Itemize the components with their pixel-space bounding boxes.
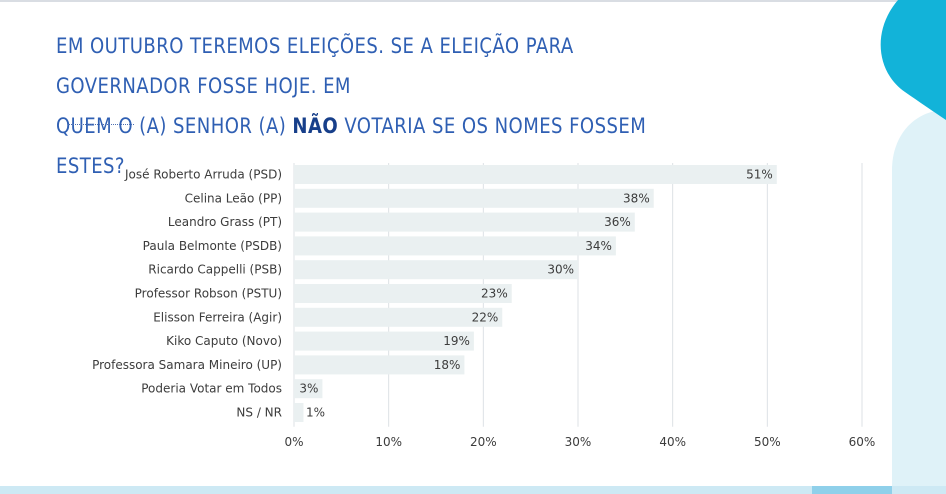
- bar: [294, 212, 635, 232]
- data-label: 22%: [472, 310, 499, 324]
- title-emphasis: NÃO: [292, 114, 339, 138]
- light-blue-shape: [892, 110, 946, 494]
- bar: [294, 307, 503, 327]
- category-label: Leandro Grass (PT): [168, 215, 282, 229]
- data-label: 1%: [306, 406, 325, 420]
- data-label: 30%: [547, 263, 574, 277]
- category-label: Elisson Ferreira (Agir): [153, 310, 282, 324]
- bottom-accent: [812, 486, 892, 494]
- category-label: NS / NR: [236, 406, 282, 420]
- x-tick-label: 0%: [284, 435, 303, 449]
- category-label: Kiko Caputo (Novo): [166, 334, 282, 348]
- category-label: José Roberto Arruda (PSD): [124, 168, 282, 182]
- x-tick-label: 50%: [754, 435, 781, 449]
- bar: [294, 403, 304, 422]
- data-label: 34%: [585, 239, 612, 253]
- top-border: [0, 0, 946, 2]
- category-label: Poderia Votar em Todos: [141, 382, 282, 396]
- x-tick-label: 60%: [849, 435, 876, 449]
- cyan-wave-shape: [880, 0, 946, 120]
- data-label: 38%: [623, 191, 650, 205]
- category-label: Professora Samara Mineiro (UP): [92, 358, 282, 372]
- category-label: Ricardo Cappelli (PSB): [148, 263, 282, 277]
- data-label: 3%: [299, 382, 318, 396]
- bar: [294, 379, 323, 399]
- x-tick-label: 40%: [659, 435, 686, 449]
- x-tick-label: 30%: [565, 435, 592, 449]
- bottom-border: [0, 486, 946, 494]
- category-label: Professor Robson (PSTU): [135, 287, 282, 301]
- bar: [294, 260, 578, 280]
- bar: [294, 188, 654, 208]
- x-tick-label: 20%: [470, 435, 497, 449]
- chart-title: EM OUTUBRO TEREMOS ELEIÇÕES. SE A ELEIÇÃ…: [56, 26, 710, 186]
- data-label: 51%: [746, 168, 773, 182]
- bar: [294, 284, 512, 303]
- title-line-2-start: QUEM O (A) SENHOR (A): [56, 114, 293, 138]
- title-underline: [68, 124, 134, 125]
- data-label: 19%: [443, 334, 470, 348]
- bar: [294, 355, 465, 375]
- data-label: 18%: [434, 358, 461, 372]
- data-label: 23%: [481, 287, 508, 301]
- data-label: 36%: [604, 215, 631, 229]
- bar: [294, 236, 616, 256]
- title-line-2-end: VOTARIA SE OS NOMES FOSSEM ESTES?: [56, 114, 647, 178]
- category-label: Paula Belmonte (PSDB): [143, 239, 282, 253]
- category-label: Celina Leão (PP): [185, 191, 282, 205]
- bar: [294, 165, 777, 184]
- x-tick-label: 10%: [375, 435, 402, 449]
- bar: [294, 331, 474, 351]
- title-line-1: EM OUTUBRO TEREMOS ELEIÇÕES. SE A ELEIÇÃ…: [56, 34, 574, 98]
